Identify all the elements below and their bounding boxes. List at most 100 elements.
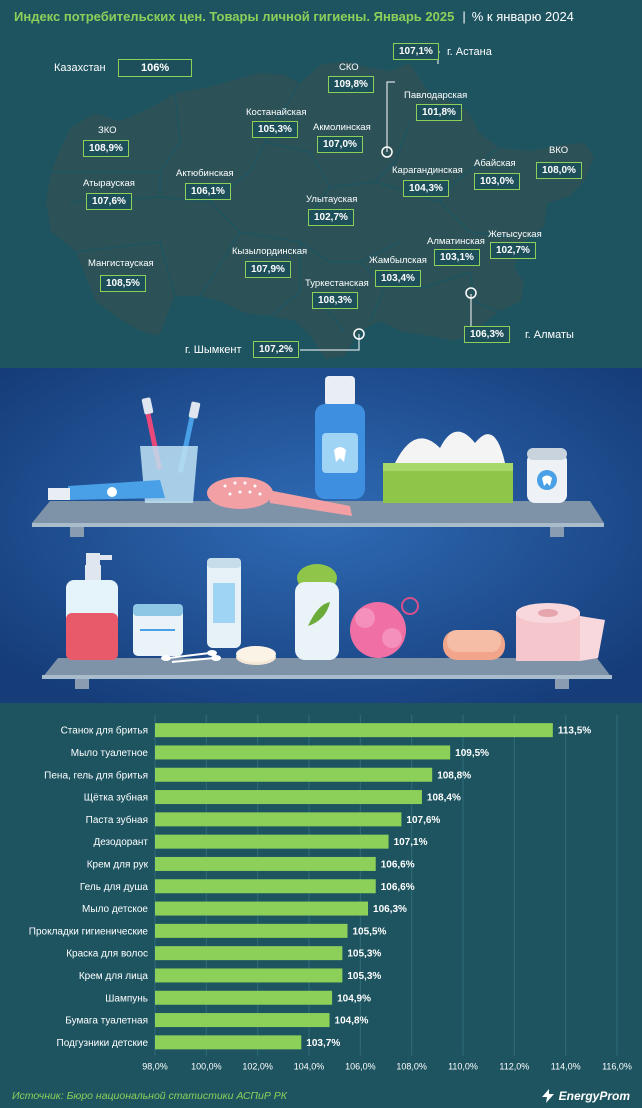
region-karaganda-name: Карагандинская: [392, 165, 463, 176]
value-label: 105,5%: [353, 926, 387, 937]
category-label: Мыло детское: [82, 904, 148, 915]
source-note: Источник: Бюро национальной статистики А…: [12, 1089, 287, 1102]
bar: [155, 723, 553, 738]
bar: [155, 745, 451, 760]
x-tick-label: 98,0%: [142, 1062, 168, 1072]
region-vko-value: 108,0%: [536, 162, 582, 179]
region-aktobe-value: 106,1%: [185, 183, 231, 200]
value-label: 107,1%: [394, 837, 428, 848]
category-label: Щётка зубная: [84, 792, 148, 804]
value-label: 105,3%: [347, 971, 381, 982]
toilet-paper-icon: [516, 603, 605, 661]
region-turkestan-name: Туркестанская: [305, 278, 369, 289]
deodorant-icon: [295, 564, 339, 660]
category-label: Прокладки гигиенические: [29, 926, 149, 937]
category-label: Гель для душа: [80, 882, 149, 893]
x-tick-label: 102,0%: [242, 1062, 273, 1072]
page-title: Индекс потребительских цен. Товары лично…: [14, 8, 455, 24]
shelf-top: [32, 501, 604, 537]
value-label: 107,6%: [406, 815, 440, 826]
bath-sponge-icon: [350, 597, 419, 658]
value-label: 109,5%: [455, 748, 489, 759]
page-subtitle: % к январю 2024: [471, 8, 574, 24]
title-separator: |: [462, 8, 466, 24]
kazakhstan-map: Казахстан 106% г. Астана 107,1% СКО 109,…: [0, 32, 642, 368]
value-label: 108,8%: [437, 770, 471, 781]
bar: [155, 767, 433, 782]
region-astana-name: г. Астана: [447, 46, 492, 58]
country-value: 106%: [118, 59, 193, 77]
dental-floss-icon: [527, 448, 567, 503]
x-tick-label: 116,0%: [602, 1062, 632, 1072]
category-label: Шампунь: [105, 993, 148, 1004]
region-zhetysu-value: 102,7%: [490, 242, 536, 259]
mouthwash-icon: [315, 376, 365, 499]
bar: [155, 968, 343, 983]
category-label: Крем для лица: [79, 971, 149, 982]
bar: [155, 790, 422, 805]
value-label: 113,5%: [558, 726, 591, 737]
x-tick-label: 106,0%: [345, 1062, 376, 1072]
cream-jar-icon: [133, 604, 183, 656]
tissue-box-icon: [383, 431, 513, 503]
bar: [155, 923, 348, 938]
region-astana-value: 107,1%: [393, 43, 439, 60]
x-tick-label: 108,0%: [396, 1062, 427, 1072]
region-akmola-value: 107,0%: [317, 136, 363, 153]
x-tick-label: 114,0%: [551, 1062, 581, 1072]
region-karaganda-value: 104,3%: [403, 180, 449, 197]
soap-dispenser-icon: [66, 553, 118, 660]
brand-logo: EnergyProm: [541, 1088, 630, 1103]
category-label: Бумага туалетная: [65, 1016, 148, 1027]
x-tick-label: 112,0%: [499, 1062, 529, 1072]
bar: [155, 990, 333, 1005]
page-header: Индекс потребительских цен. Товары лично…: [0, 0, 642, 32]
region-kostanay-name: Костанайская: [246, 107, 307, 118]
region-kyzylorda-name: Кызылординская: [232, 246, 308, 257]
country-name: Казахстан: [54, 62, 106, 74]
region-kyzylorda-value: 107,9%: [245, 261, 291, 278]
value-label: 106,6%: [381, 882, 415, 893]
category-label: Крем для рук: [87, 859, 149, 870]
category-label: Пена, гель для бритья: [44, 769, 148, 781]
region-sko-value: 109,8%: [328, 76, 374, 93]
category-label: Дезодорант: [93, 837, 148, 848]
shelf-illustration-svg: [0, 368, 642, 703]
region-sko-name: СКО: [339, 62, 359, 73]
price-index-bar-chart: 98,0% 100,0% 102,0% 104,0% 106,0% 108,0% 110,0…: [0, 703, 642, 1083]
region-almaty-value: 106,3%: [464, 326, 510, 343]
category-label: Станок для бритья: [61, 725, 148, 737]
bar: [155, 879, 376, 894]
bar: [155, 946, 343, 961]
region-aktobe-name: Актюбинская: [176, 168, 234, 179]
region-zko-name: ЗКО: [98, 125, 117, 136]
page-footer: Источник: Бюро национальной статистики А…: [0, 1083, 642, 1108]
bar: [155, 834, 389, 849]
region-pavlodar-value: 101,8%: [416, 104, 462, 121]
x-tick-label: 104,0%: [294, 1062, 325, 1072]
toothpaste-icon: [48, 480, 165, 500]
region-mangistau-name: Мангистауская: [88, 258, 154, 269]
region-almaty-reg-value: 103,1%: [434, 249, 480, 266]
value-label: 105,3%: [347, 949, 381, 960]
region-turkestan-value: 108,3%: [312, 292, 358, 309]
hygiene-products-illustration: [0, 368, 642, 703]
brand-bolt-icon: [541, 1088, 554, 1103]
region-atyrau-value: 107,6%: [86, 193, 132, 210]
hairbrush-icon: [207, 477, 352, 516]
value-label: 106,6%: [381, 859, 415, 870]
region-ulytau-name: Улытауская: [306, 194, 358, 205]
region-zhetysu-name: Жетысуская: [488, 229, 542, 240]
category-label: Подгузники детские: [57, 1038, 149, 1049]
soap-bar-icon: [443, 630, 505, 660]
region-almaty-name: г. Алматы: [525, 329, 574, 341]
region-zko-value: 108,9%: [83, 140, 129, 157]
x-tick-label: 110,0%: [448, 1062, 478, 1072]
region-abay-name: Абайская: [474, 158, 516, 169]
category-label: Мыло туалетное: [71, 748, 149, 759]
region-zhambyl-name: Жамбылская: [369, 255, 427, 266]
region-vko-name: ВКО: [549, 145, 569, 156]
value-label: 104,8%: [335, 1016, 369, 1027]
shelf-bottom: [42, 658, 612, 689]
bar: [155, 856, 376, 871]
